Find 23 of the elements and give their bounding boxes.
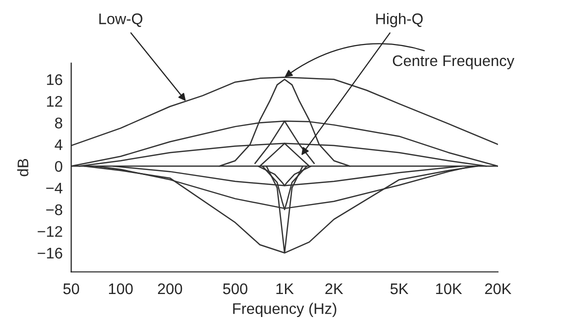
x-tick-label: 10K [436,283,462,294]
x-tick-label: 1K [276,284,294,294]
y-tick-label: −8 [46,204,62,216]
x-tick-label: 200 [158,283,182,294]
x-tick-label: 500 [223,283,248,294]
x-tick-label: 5K [390,284,408,294]
y-tick-label: 12 [47,96,62,107]
annotation: High-Q [376,13,423,28]
x-tick-label: 20K [485,283,512,294]
y-tick-label: −16 [38,248,62,259]
y-tick-label: −4 [46,182,62,194]
y-axis-title: dB [17,158,28,176]
y-tick-label: 4 [54,139,62,150]
y-tick-label: 0 [54,161,62,172]
y-tick-label: 16 [47,74,62,86]
x-tick-label: 2K [325,283,344,294]
x-tick-label: 100 [109,283,133,294]
annotation: Centre Frequency [392,55,514,70]
y-tick-label: −12 [38,226,62,237]
annotation: Low-Q [99,13,142,27]
x-tick-label: 50 [63,283,80,294]
x-axis-title: Frequency (Hz) [233,302,336,318]
y-tick-label: 8 [55,118,62,128]
